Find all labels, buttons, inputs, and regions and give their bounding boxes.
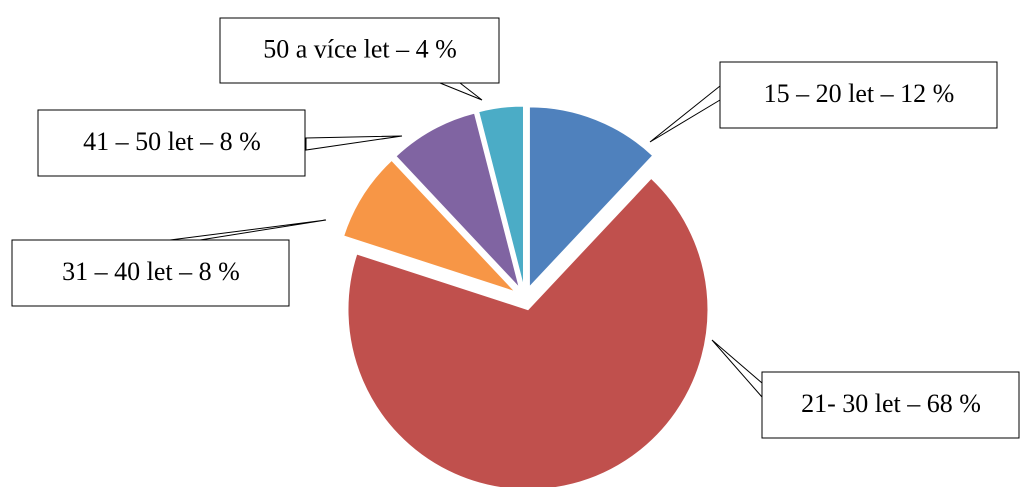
leader-line (649, 84, 721, 143)
pie-slice (343, 159, 516, 293)
data-label: 15 – 20 let – 12 % (764, 79, 955, 108)
leader-line (711, 339, 763, 399)
data-label: 50 a více let – 4 % (263, 34, 457, 63)
label-box (719, 61, 998, 129)
pie-slice (478, 105, 524, 287)
pie-slice (528, 106, 654, 289)
label-box (219, 17, 500, 84)
leader-line (305, 135, 403, 151)
pie-slice (395, 112, 520, 288)
data-label: 31 – 40 let – 8 % (62, 257, 240, 286)
pie-slice (347, 177, 709, 487)
label-box (37, 109, 306, 177)
leader-line (169, 219, 327, 241)
label-box (761, 371, 1020, 439)
leader-line (439, 82, 483, 101)
label-box (11, 239, 290, 307)
data-label: 41 – 50 let – 8 % (83, 127, 261, 156)
data-label: 21- 30 let – 68 % (801, 389, 981, 418)
